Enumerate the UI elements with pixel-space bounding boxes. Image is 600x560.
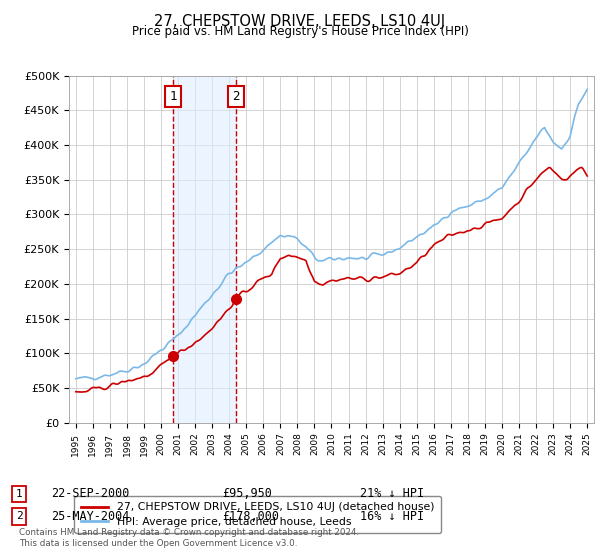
Text: 1: 1 xyxy=(16,489,23,499)
Text: 21% ↓ HPI: 21% ↓ HPI xyxy=(360,487,424,501)
Text: 16% ↓ HPI: 16% ↓ HPI xyxy=(360,510,424,523)
Text: 27, CHEPSTOW DRIVE, LEEDS, LS10 4UJ: 27, CHEPSTOW DRIVE, LEEDS, LS10 4UJ xyxy=(154,14,446,29)
Legend: 27, CHEPSTOW DRIVE, LEEDS, LS10 4UJ (detached house), HPI: Average price, detach: 27, CHEPSTOW DRIVE, LEEDS, LS10 4UJ (det… xyxy=(74,496,440,533)
Text: 22-SEP-2000: 22-SEP-2000 xyxy=(51,487,130,501)
Text: 2: 2 xyxy=(232,90,239,103)
Text: £95,950: £95,950 xyxy=(222,487,272,501)
Bar xyxy=(173,76,236,423)
Text: 2: 2 xyxy=(16,511,23,521)
Text: Contains HM Land Registry data © Crown copyright and database right 2024.
This d: Contains HM Land Registry data © Crown c… xyxy=(19,528,359,548)
Text: £178,000: £178,000 xyxy=(222,510,279,523)
Text: 25-MAY-2004: 25-MAY-2004 xyxy=(51,510,130,523)
Text: 1: 1 xyxy=(170,90,177,103)
Text: Price paid vs. HM Land Registry's House Price Index (HPI): Price paid vs. HM Land Registry's House … xyxy=(131,25,469,38)
